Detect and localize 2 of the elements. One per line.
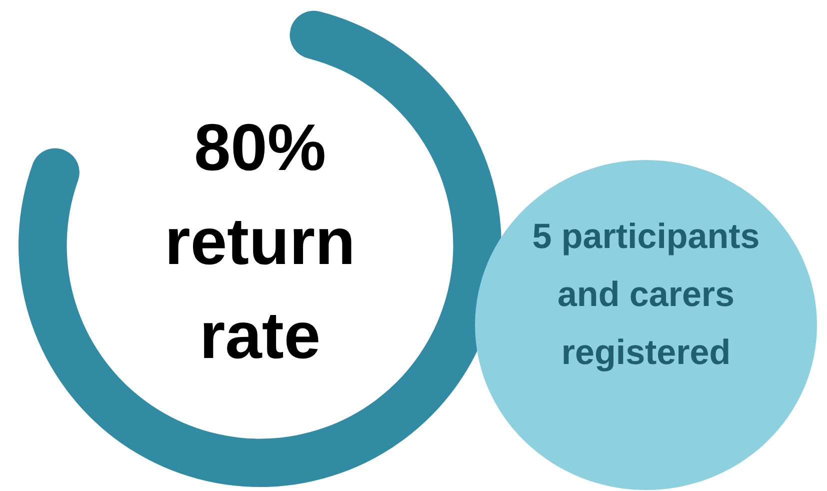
text: 5 participants and carers registered [531,216,761,374]
text: 80% return rate [164,109,356,374]
